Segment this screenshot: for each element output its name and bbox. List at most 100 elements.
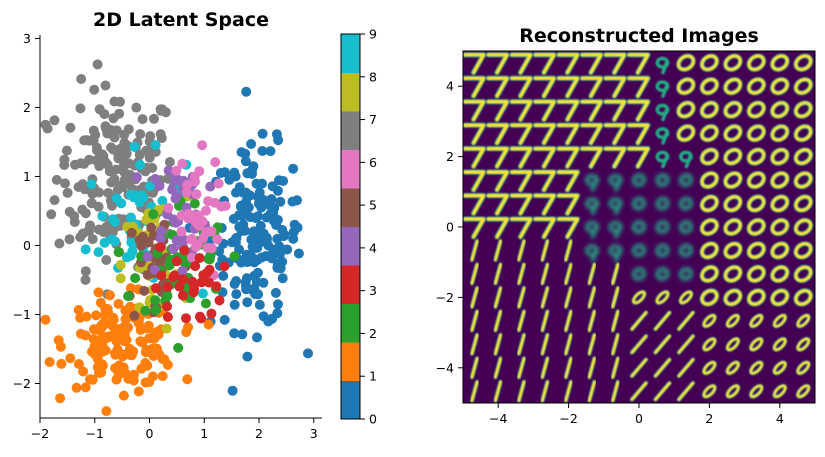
glyph-stroke (510, 100, 532, 121)
digit-cell (563, 285, 574, 309)
scatter-point-digit-1 (65, 353, 76, 364)
digit-cell (493, 285, 503, 309)
glyph-stroke (632, 267, 646, 281)
digit-glyph-0 (746, 194, 767, 213)
digit-glyph-0 (723, 264, 743, 284)
glyph-stroke (796, 361, 810, 375)
digit-glyph-1 (516, 238, 527, 262)
digit-glyph-0 (723, 241, 743, 260)
digit-glyph-0 (699, 194, 720, 213)
scatter-point-digit-7 (101, 255, 112, 265)
digit-glyph-0 (793, 264, 814, 284)
scatter-point-digit-4 (171, 192, 182, 202)
digit-cell (746, 241, 767, 260)
digit-glyph-7 (509, 146, 534, 170)
colorbar-tick-label: 9 (369, 27, 377, 42)
scatter-point-digit-0 (234, 222, 245, 232)
scatter-point-digit-1 (157, 353, 168, 364)
digit-glyph-0 (699, 241, 720, 260)
glyph-stroke (533, 194, 556, 215)
glyph-stroke (588, 333, 596, 355)
scatter-point-digit-1 (81, 311, 92, 322)
digit-cell (516, 262, 527, 286)
glyph-stroke (747, 171, 766, 189)
glyph-stroke (724, 148, 742, 165)
scatter-point-digit-9 (126, 212, 136, 223)
scatter-point-digit-1 (136, 363, 147, 374)
scatter-point-digit-1 (120, 325, 131, 336)
glyph-stroke (611, 310, 620, 332)
scatter-point-digit-4 (163, 165, 174, 176)
digit-cell (678, 290, 694, 305)
digit-cell (540, 262, 550, 286)
scatter-point-digit-1 (114, 360, 125, 371)
digit-cell (748, 313, 764, 329)
glyph-stroke (794, 289, 812, 306)
digit-glyph-0 (793, 194, 814, 213)
scatter-point-digit-0 (237, 329, 248, 340)
scatter-point-digit-5 (129, 310, 140, 321)
colorbar-tick-label: 3 (369, 283, 377, 298)
digit-cell (493, 238, 503, 262)
digit-cell (516, 285, 527, 309)
colorbar-ticks: 0 1 2 3 4 5 6 7 8 9 (360, 27, 377, 427)
scatter-point-digit-6 (190, 241, 201, 252)
digit-cell (746, 100, 767, 119)
digit-glyph-0 (723, 147, 743, 166)
right-x-tick-label: −2 (559, 411, 577, 426)
glyph-stroke (773, 361, 787, 375)
digit-cell (772, 336, 788, 352)
colorbar-segment-3 (341, 265, 360, 304)
digit-cell (793, 194, 814, 213)
scatter-point-digit-0 (219, 314, 230, 325)
digit-glyph-0 (793, 147, 814, 166)
glyph-stroke (700, 148, 719, 165)
scatter-point-digit-7 (49, 115, 60, 126)
scatter-point-digit-0 (254, 299, 265, 310)
glyph-stroke (463, 147, 486, 168)
digit-glyph-7 (509, 75, 534, 99)
digit-cell (532, 192, 557, 216)
scatter-point-digit-0 (267, 181, 278, 192)
glyph-stroke (771, 242, 789, 259)
scatter-point-digit-0 (275, 196, 286, 207)
digit-cell (563, 238, 574, 262)
glyph-stroke (486, 194, 509, 215)
scatter-point-digit-1 (73, 359, 84, 369)
scatter-point-digit-0 (287, 196, 298, 207)
digit-glyph-0t (772, 313, 788, 329)
scatter-point-digit-7 (134, 149, 145, 160)
scatter-point-digit-0 (229, 279, 240, 289)
scatter-point-digit-5 (142, 269, 153, 280)
left-y-ticks: −2 −1 0 1 2 3 (13, 31, 40, 391)
digit-cell (770, 147, 790, 166)
digit-glyph-0t (795, 336, 811, 352)
scatter-point-digit-9 (86, 179, 97, 190)
digit-cell (540, 238, 550, 262)
scatter-point-digit-0 (251, 178, 262, 189)
digit-cell (485, 75, 510, 99)
digit-cell (725, 360, 741, 376)
scatter-point-digit-9 (110, 216, 120, 227)
scatter-point-digit-4 (155, 233, 166, 244)
glyph-stroke (724, 171, 742, 189)
digit-glyph-0 (793, 77, 814, 96)
scatter-point-digit-6 (177, 158, 188, 169)
scatter-point-digit-0 (249, 283, 260, 294)
digit-cell (770, 170, 790, 190)
digit-glyph-0t (795, 360, 811, 376)
digit-cell (676, 334, 696, 355)
digit-glyph-0 (699, 77, 720, 96)
digit-glyph-1 (493, 332, 503, 356)
scatter-point-digit-2 (189, 198, 200, 209)
colorbar-segment-2 (341, 303, 360, 343)
digit-glyph-slash (629, 310, 649, 332)
digit-glyph-1 (493, 379, 503, 403)
glyph-stroke (724, 101, 742, 118)
scatter-point-digit-0 (293, 248, 304, 259)
digit-glyph-1 (516, 379, 527, 403)
digit-cell (540, 285, 550, 309)
digit-cell (699, 124, 720, 143)
glyph-stroke (564, 239, 573, 262)
digit-cell (587, 332, 597, 356)
